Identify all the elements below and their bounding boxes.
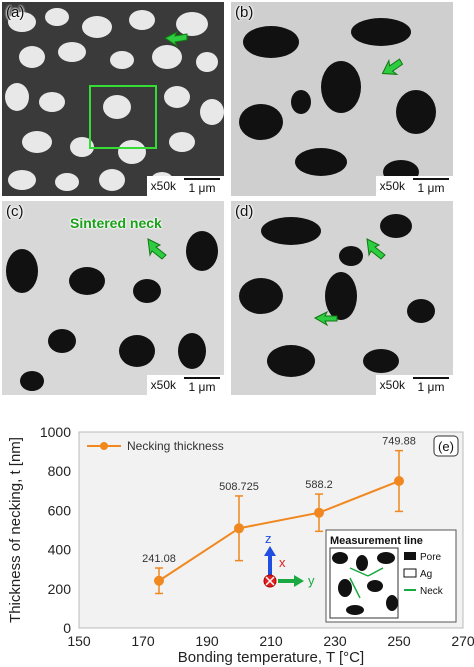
y-tick-label: 400 <box>48 542 72 558</box>
legend: Necking thickness <box>87 439 224 453</box>
panel-label-e: (e) <box>433 435 459 457</box>
magnification-a: x50k <box>150 179 176 193</box>
legend-label: Necking thickness <box>127 439 224 453</box>
x-tick-label: 210 <box>259 633 283 649</box>
sem-image-d <box>231 201 453 395</box>
x-tick-label: 230 <box>323 633 347 649</box>
measurement-inset: Measurement line Pore Ag Neck <box>325 529 457 623</box>
y-tick-label: 600 <box>48 502 72 518</box>
data-label: 241.08 <box>142 553 176 565</box>
data-point <box>394 476 404 487</box>
scale-bar-a: x50k 1 μm <box>146 176 224 196</box>
series-line-necking <box>158 480 400 582</box>
data-label: 588.2 <box>305 479 333 491</box>
axis-y-label: y <box>308 573 315 588</box>
scale-bar-b: x50k 1 μm <box>375 176 453 196</box>
data-point <box>154 575 164 586</box>
scale-bar-d: x50k 1 μm <box>375 375 453 395</box>
y-axis-title: Thickness of necking, t [nm] <box>7 437 24 623</box>
sem-image-c <box>2 201 224 395</box>
sem-image-b <box>231 2 453 196</box>
axis-z-label: z <box>265 531 272 546</box>
x-tick-label: 150 <box>67 633 91 649</box>
axis-x-label: x <box>279 555 286 570</box>
scale-length-c: 1 μm <box>188 379 216 394</box>
data-label: 749.88 <box>382 436 416 448</box>
data-label: 508.725 <box>219 481 259 493</box>
y-tick-label: 1000 <box>40 424 71 440</box>
data-point <box>234 523 244 534</box>
sintered-neck-label: Sintered neck <box>70 215 162 231</box>
inset-legend-pore: Pore <box>420 552 442 563</box>
scale-bar-c: x50k 1 μm <box>146 375 224 395</box>
scale-length-d: 1 μm <box>417 379 445 394</box>
x-tick-label: 250 <box>387 633 411 649</box>
y-tick-label: 200 <box>48 581 72 597</box>
sem-panel-b: (b) x50k 1 μm <box>231 2 453 196</box>
scale-length-b: 1 μm <box>417 180 445 195</box>
x-tick-label: 190 <box>195 633 219 649</box>
panel-label-b: (b) <box>235 4 254 21</box>
y-tick-label: 0 <box>63 620 71 636</box>
sem-panel-c: (c) Sintered neck x50k 1 μm <box>2 201 224 395</box>
inset-title: Measurement line <box>330 535 423 547</box>
x-tick-label: 270 <box>451 633 474 649</box>
coordinate-axes-glyph: z x y <box>263 531 315 588</box>
scale-length-a: 1 μm <box>188 180 216 195</box>
y-tick-label: 800 <box>48 463 72 479</box>
sem-panel-a: (a) x50k 1 μm <box>2 2 224 196</box>
svg-text:(e): (e) <box>438 439 454 454</box>
x-tick-label: 170 <box>131 633 155 649</box>
x-axis-title: Bonding temperature, T [°C] <box>178 649 364 666</box>
sem-image-a <box>2 2 224 196</box>
data-point <box>314 507 324 518</box>
panel-label-c: (c) <box>6 203 24 220</box>
panel-label-a: (a) <box>6 4 25 21</box>
inset-legend-neck: Neck <box>420 586 444 597</box>
inset-legend-ag: Ag <box>420 569 432 580</box>
sem-panel-d: (d) x50k 1 μm <box>231 201 453 395</box>
panel-label-d: (d) <box>235 203 254 220</box>
magnification-d: x50k <box>379 378 405 392</box>
legend-marker <box>100 442 108 450</box>
magnification-b: x50k <box>379 179 405 193</box>
magnification-c: x50k <box>150 378 176 392</box>
